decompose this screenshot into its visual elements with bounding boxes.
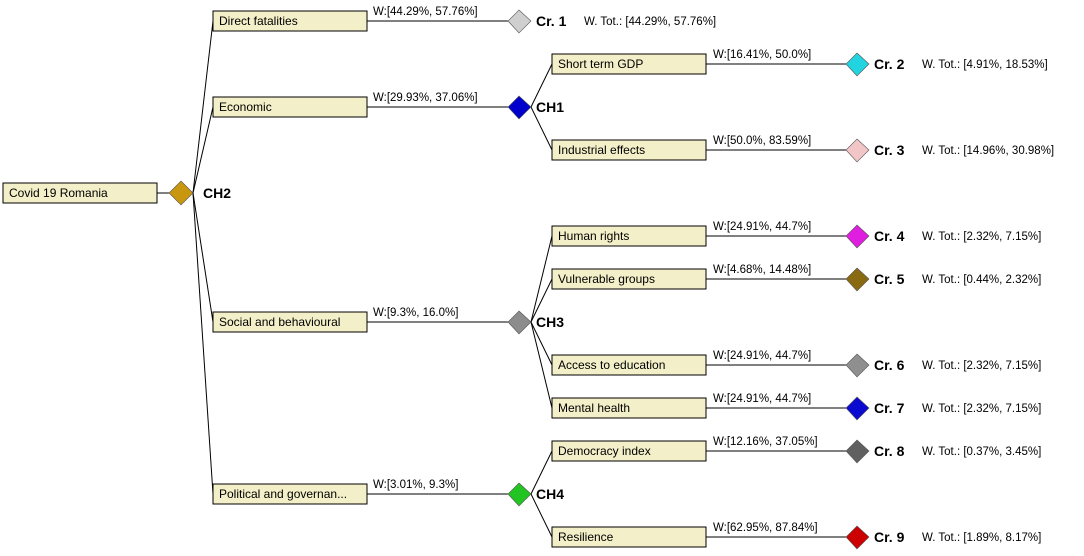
node-box[interactable] [212,483,368,505]
node-box[interactable] [551,397,707,419]
marker-label: Cr. 3 [874,142,905,158]
node-label: Political and governan... [219,487,347,501]
diamond-icon [507,310,532,335]
node-label: Vulnerable groups [558,272,655,286]
tree-node-access-to-education[interactable]: Access to education W:[24.91%, 44.7%] Cr… [551,350,1041,378]
node-box[interactable] [2,182,158,204]
marker-label: CH2 [203,185,231,201]
tree-node-political-and-governance[interactable]: Political and governan... W:[3.01%, 9.3%… [212,479,564,507]
weight-label: W:[3.01%, 9.3%] [373,479,458,491]
tree-node-direct-fatalities[interactable]: Direct fatalities W:[44.29%, 57.76%] Cr.… [212,6,716,34]
node-box[interactable] [212,96,368,118]
node-box[interactable] [551,53,707,75]
diamond-icon [845,525,870,550]
node-box[interactable] [551,440,707,462]
total-weight-label: W. Tot.: [44.29%, 57.76%] [584,16,716,28]
weight-label: W:[4.68%, 14.48%] [713,264,811,276]
diamond-icon [845,52,870,77]
weight-label: W:[16.41%, 50.0%] [713,49,811,61]
node-box[interactable] [551,139,707,161]
node-label: Resilience [558,530,614,544]
diamond-icon [507,95,532,120]
diamond-icon [507,482,532,507]
weight-label: W:[29.93%, 37.06%] [373,92,478,104]
node-box[interactable] [551,354,707,376]
node-label: Social and behavioural [219,315,340,329]
diamond-icon [845,138,870,163]
total-weight-label: W. Tot.: [2.32%, 7.15%] [922,360,1041,372]
tree-node-root[interactable]: Covid 19 Romania CH2 [2,180,231,206]
marker-label: Cr. 7 [874,400,905,416]
weight-label: W:[50.0%, 83.59%] [713,135,811,147]
diamond-icon [845,353,870,378]
total-weight-label: W. Tot.: [14.96%, 30.98%] [922,145,1054,157]
node-label: Industrial effects [558,143,645,157]
node-box[interactable] [212,311,368,333]
marker-label: Cr. 4 [874,228,905,244]
node-box[interactable] [551,526,707,548]
tree-node-social-and-behavioural[interactable]: Social and behavioural W:[9.3%, 16.0%] C… [212,307,564,335]
diamond-icon [168,180,194,206]
node-label: Short term GDP [558,57,643,71]
diamond-icon [845,224,870,249]
marker-label: Cr. 1 [536,13,567,29]
tree-connectors [157,20,846,538]
weight-label: W:[24.91%, 44.7%] [713,350,811,362]
marker-label: CH1 [536,99,564,115]
node-box[interactable] [551,225,707,247]
weight-label: W:[24.91%, 44.7%] [713,221,811,233]
marker-label: Cr. 8 [874,443,905,459]
node-label: Access to education [558,358,665,372]
total-weight-label: W. Tot.: [2.32%, 7.15%] [922,231,1041,243]
weight-label: W:[12.16%, 37.05%] [713,436,818,448]
marker-label: Cr. 9 [874,529,905,545]
marker-label: CH4 [536,486,564,502]
marker-label: CH3 [536,314,564,330]
node-label: Direct fatalities [219,14,298,28]
node-box[interactable] [551,268,707,290]
diamond-icon [845,267,870,292]
marker-label: Cr. 5 [874,271,905,287]
marker-label: Cr. 6 [874,357,905,373]
node-label: Mental health [558,401,630,415]
total-weight-label: W. Tot.: [0.37%, 3.45%] [922,446,1041,458]
tree-node-short-term-gdp[interactable]: Short term GDP W:[16.41%, 50.0%] Cr. 2 W… [551,49,1048,77]
tree-node-human-rights[interactable]: Human rights W:[24.91%, 44.7%] Cr. 4 W. … [551,221,1041,249]
node-label: Human rights [558,229,629,243]
tree-node-economic[interactable]: Economic W:[29.93%, 37.06%] CH1 [212,92,564,120]
tree-node-mental-health[interactable]: Mental health W:[24.91%, 44.7%] Cr. 7 W.… [551,393,1041,421]
weight-label: W:[44.29%, 57.76%] [373,6,478,18]
total-weight-label: W. Tot.: [0.44%, 2.32%] [922,274,1041,286]
total-weight-label: W. Tot.: [2.32%, 7.15%] [922,403,1041,415]
node-label: Democracy index [558,444,651,458]
weight-label: W:[9.3%, 16.0%] [373,307,458,319]
node-label: Covid 19 Romania [9,186,108,200]
marker-label: Cr. 2 [874,56,905,72]
diamond-icon [845,396,870,421]
tree-node-democracy-index[interactable]: Democracy index W:[12.16%, 37.05%] Cr. 8… [551,436,1041,464]
weight-label: W:[24.91%, 44.7%] [713,393,811,405]
tree-node-industrial-effects[interactable]: Industrial effects W:[50.0%, 83.59%] Cr.… [551,135,1054,163]
weight-label: W:[62.95%, 87.84%] [713,522,818,534]
node-label: Economic [219,100,272,114]
total-weight-label: W. Tot.: [4.91%, 18.53%] [922,59,1048,71]
tree-node-resilience[interactable]: Resilience W:[62.95%, 87.84%] Cr. 9 W. T… [551,522,1041,550]
tree-node-vulnerable-groups[interactable]: Vulnerable groups W:[4.68%, 14.48%] Cr. … [551,264,1041,292]
diamond-icon [845,439,870,464]
diamond-icon [507,9,532,34]
node-box[interactable] [212,10,368,32]
total-weight-label: W. Tot.: [1.89%, 8.17%] [922,532,1041,544]
